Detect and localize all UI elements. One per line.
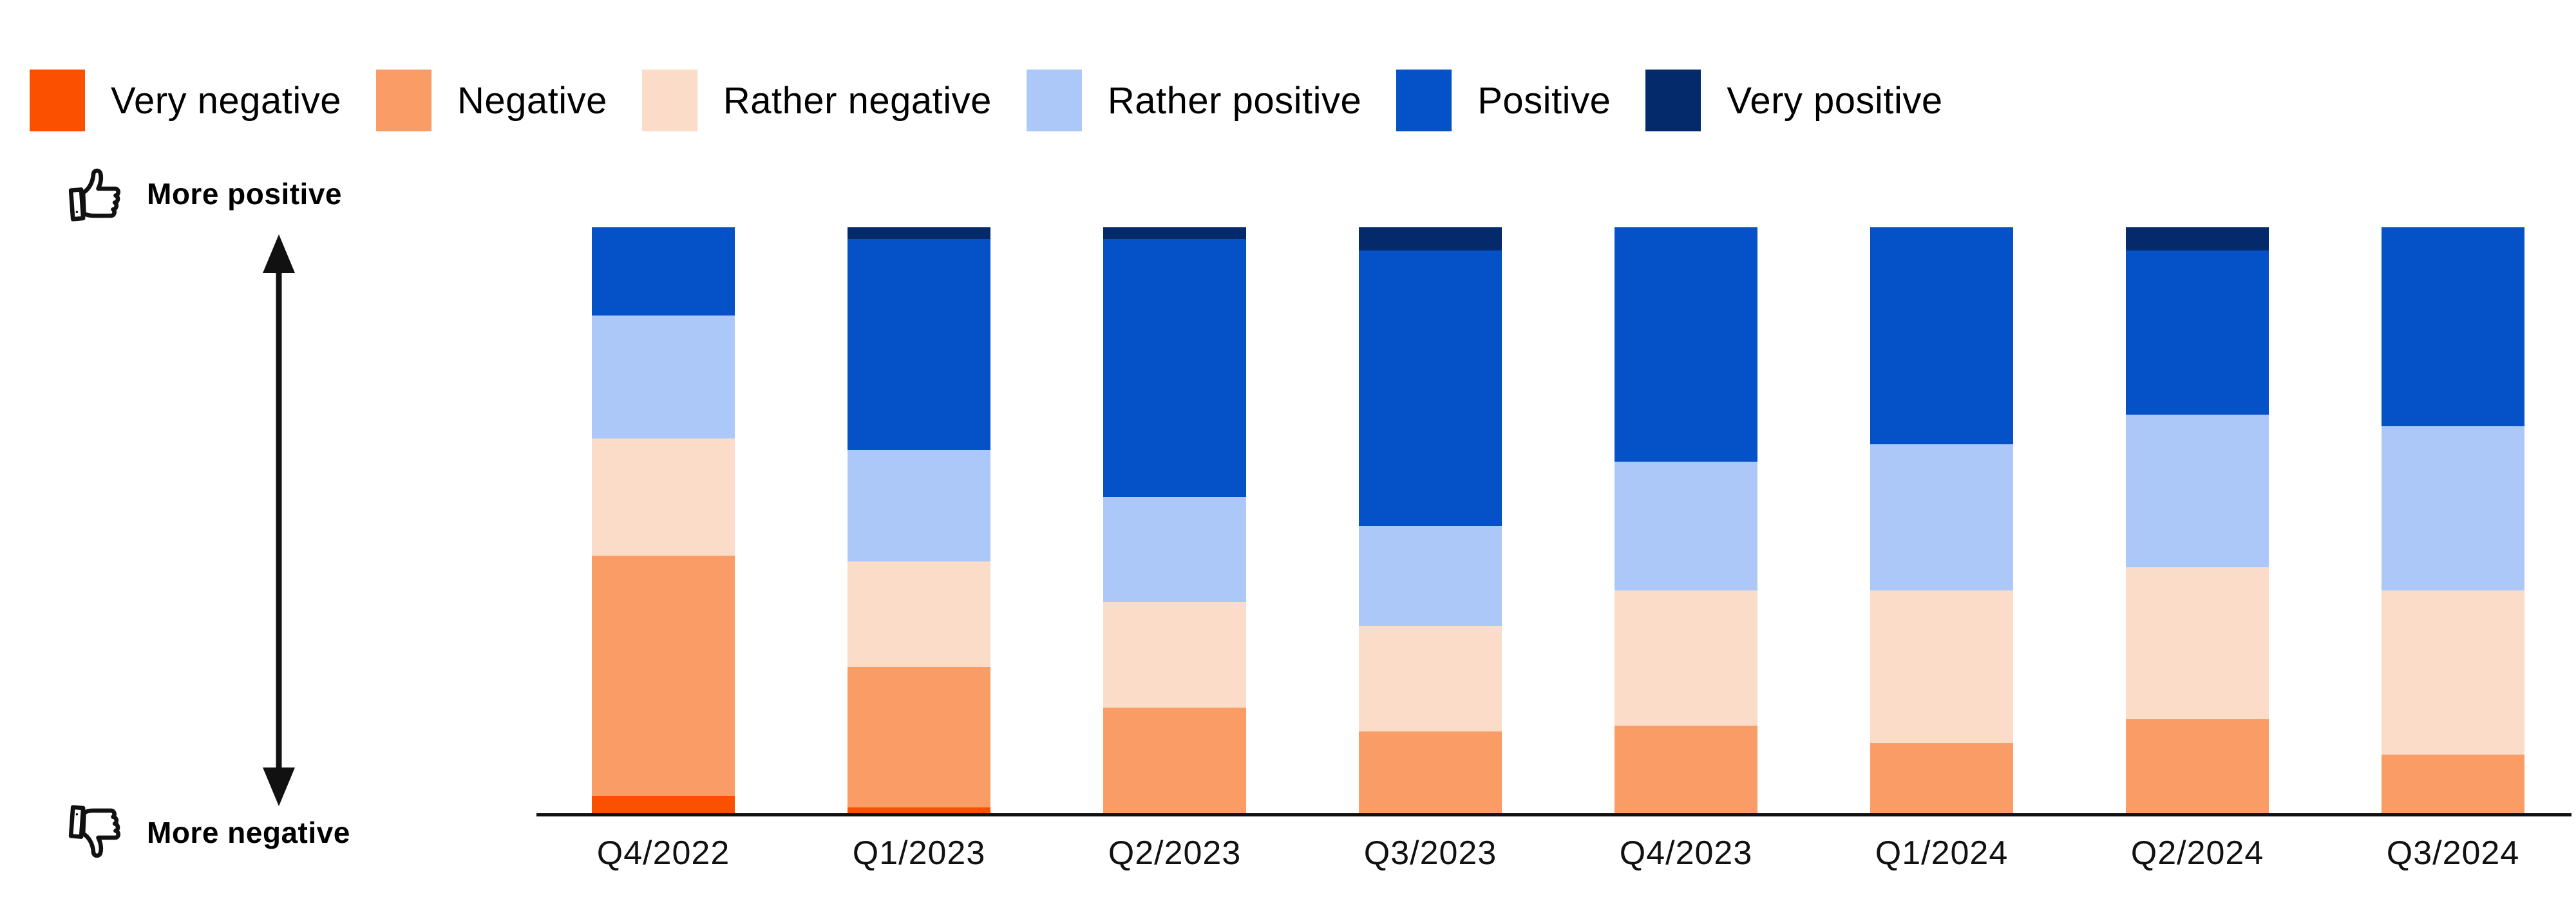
legend-label: Negative [457, 79, 607, 122]
x-axis-label: Q4/2022 [596, 834, 730, 872]
legend-item-negative: Negative [375, 70, 607, 131]
x-axis-label: Q1/2023 [852, 834, 986, 872]
segment-rather-positive [2382, 426, 2524, 591]
segment-negative [848, 666, 990, 807]
segment-rather-positive [1870, 444, 2013, 591]
legend-swatch-negative [375, 70, 431, 131]
segment-very-negative [848, 807, 990, 813]
segment-positive [1870, 227, 2013, 444]
legend-swatch-rather-positive [1026, 70, 1082, 131]
segment-rather-negative [1103, 602, 1246, 708]
segment-negative [1615, 725, 1757, 813]
legend-swatch-rather-negative [641, 70, 697, 131]
legend-swatch-very-negative [30, 70, 85, 131]
thumbs-down-icon [68, 805, 120, 858]
legend-item-rather-negative: Rather negative [641, 70, 992, 131]
segment-rather-positive [1359, 526, 1502, 626]
segment-positive [848, 239, 990, 450]
bar-q1-2024 [1870, 227, 2013, 813]
legend-label: Rather positive [1107, 79, 1362, 122]
bar-q2-2023 [1103, 227, 1246, 813]
plot-area: Q4/2022 Q1/2023 Q2/2023 Q3/2023 Q4/2023 Q1/20… [536, 227, 2571, 872]
x-axis-label: Q3/2024 [2386, 834, 2520, 872]
segment-positive [2382, 227, 2524, 427]
bar-q3-2024 [2382, 227, 2524, 813]
legend-swatch-very-positive [1645, 70, 1701, 131]
segment-rather-negative [1870, 590, 2013, 743]
segment-rather-negative [1615, 590, 1757, 726]
bar-q1-2023 [848, 227, 990, 813]
x-axis-label: Q2/2024 [2130, 834, 2264, 872]
segment-negative [1870, 742, 2013, 813]
segment-rather-negative [2126, 567, 2269, 720]
segment-rather-negative [2382, 590, 2524, 755]
segment-negative [1359, 731, 1502, 813]
legend-label: Rather negative [723, 79, 992, 122]
segment-very-positive [1359, 227, 1502, 251]
more-positive-label: More positive [147, 177, 343, 211]
segment-very-positive [2126, 227, 2269, 251]
segment-negative [2126, 719, 2269, 813]
x-axis-label: Q4/2023 [1619, 834, 1753, 872]
x-axis-label: Q2/2023 [1108, 834, 1242, 872]
legend-label: Very negative [111, 79, 341, 122]
bar-q2-2024 [2126, 227, 2269, 813]
more-negative-annotation: More negative [62, 798, 350, 867]
segment-negative [1103, 708, 1246, 813]
legend-label: Positive [1477, 79, 1611, 122]
segment-rather-negative [848, 561, 990, 667]
x-axis-label: Q1/2024 [1875, 834, 2009, 872]
segment-positive [592, 227, 735, 315]
segment-very-negative [592, 795, 735, 813]
legend-label: Very positive [1727, 79, 1943, 122]
segment-positive [1615, 227, 1757, 462]
bar-q3-2023 [1359, 227, 1502, 813]
segment-rather-positive [848, 449, 990, 561]
legend-swatch-positive [1396, 70, 1452, 131]
segment-very-positive [848, 227, 990, 240]
legend-item-positive: Positive [1396, 70, 1611, 131]
segment-positive [1359, 250, 1502, 527]
segment-positive [2126, 250, 2269, 415]
segment-positive [1103, 239, 1246, 497]
legend: Very negative Negative Rather negative Rath… [30, 70, 1943, 131]
segment-rather-positive [592, 315, 735, 438]
segment-rather-positive [1615, 462, 1757, 591]
segment-rather-negative [592, 438, 735, 556]
legend-item-very-negative: Very negative [30, 70, 341, 131]
segment-rather-positive [2126, 415, 2269, 567]
legend-item-very-positive: Very positive [1645, 70, 1942, 131]
legend-item-rather-positive: Rather positive [1026, 70, 1362, 131]
thumbs-up-icon [68, 168, 120, 221]
segment-very-positive [1103, 227, 1246, 240]
segment-negative [2382, 755, 2524, 813]
bar-q4-2022 [592, 227, 735, 813]
more-positive-annotation: More positive [62, 160, 342, 228]
bar-q4-2023 [1615, 227, 1757, 813]
segment-negative [592, 555, 735, 796]
vertical-axis-arrow [263, 234, 295, 806]
segment-rather-positive [1103, 496, 1246, 603]
more-negative-label: More negative [147, 816, 350, 849]
x-axis-line [536, 813, 2571, 816]
segment-rather-negative [1359, 625, 1502, 731]
x-axis-label: Q3/2023 [1363, 834, 1497, 872]
